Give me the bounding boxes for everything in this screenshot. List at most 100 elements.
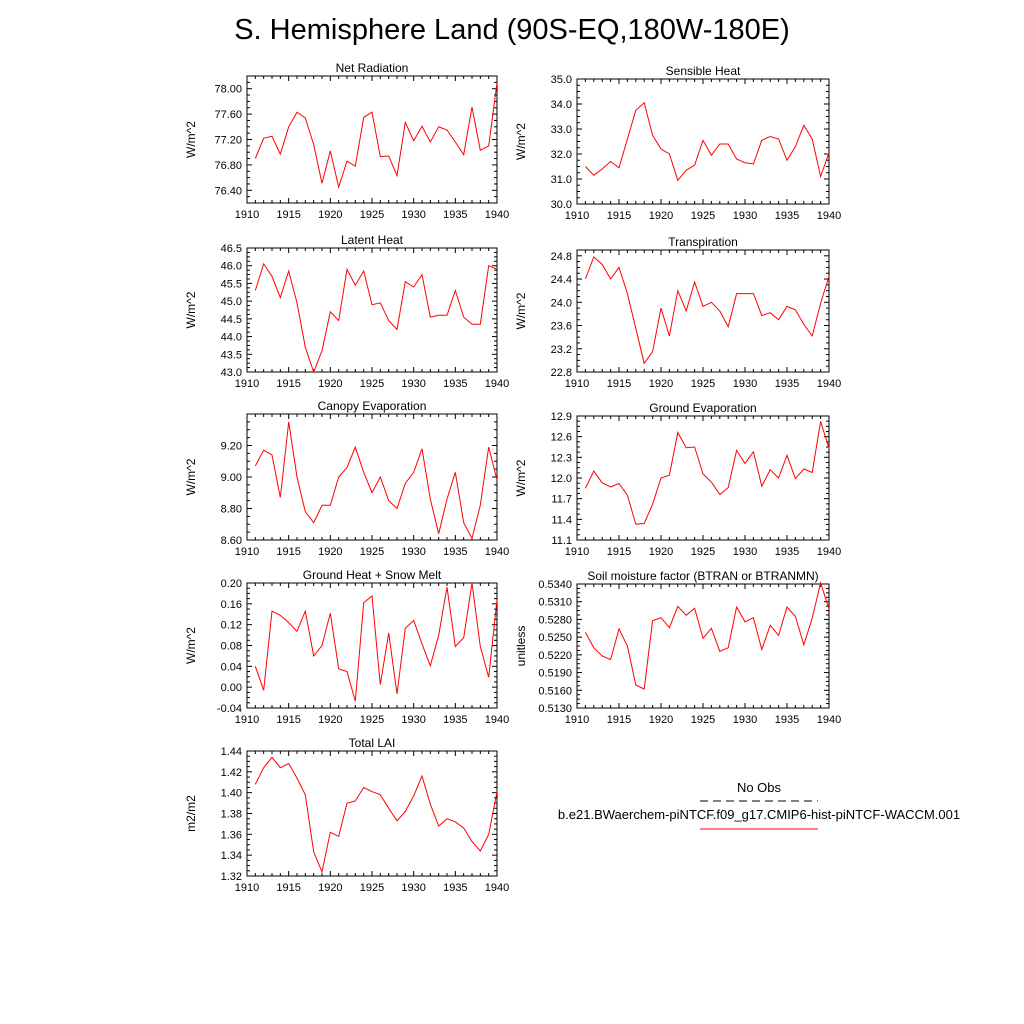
panel-2-ylabel: W/m^2 <box>514 123 528 160</box>
panel-4-xtick-label: 1920 <box>649 378 673 390</box>
panel-9-ytick-label: 1.38 <box>221 809 242 821</box>
panel-6-xtick-label: 1915 <box>607 546 631 558</box>
panel-3-ylabel: W/m^2 <box>184 291 198 328</box>
panel-5-xtick-label: 1925 <box>360 546 384 558</box>
panel-8-title: Soil moisture factor (BTRAN or BTRANMN) <box>587 569 818 583</box>
panel-9-xtick-label: 1910 <box>235 882 259 894</box>
panel-3-xtick-label: 1940 <box>485 378 509 390</box>
panel-3-title: Latent Heat <box>341 233 404 247</box>
panel-8-ytick-label: 0.5160 <box>538 685 572 697</box>
panel-6-xtick-label: 1925 <box>691 546 715 558</box>
panel-9-ytick-label: 1.44 <box>221 746 242 758</box>
panel-4-ytick-label: 24.4 <box>551 274 572 286</box>
panel-5-xtick-label: 1915 <box>276 546 300 558</box>
panel-1-ytick-label: 76.80 <box>214 160 242 172</box>
panel-7-ytick-label: 0.08 <box>221 641 242 653</box>
panel-5-ytick-label: 9.00 <box>221 472 242 484</box>
panel-3-ytick-label: 44.5 <box>221 314 242 326</box>
panel-9-xtick-label: 1935 <box>443 882 467 894</box>
panel-1-xtick-label: 1935 <box>443 209 467 221</box>
panel-7-ytick-label: 0.12 <box>221 620 242 632</box>
panel-2-xtick-label: 1935 <box>775 210 799 222</box>
panel-9-title: Total LAI <box>349 736 396 750</box>
panel-1-ytick-label: 77.60 <box>214 109 242 121</box>
panel-7-ytick-label: 0.16 <box>221 599 242 611</box>
panel-2-xtick-label: 1910 <box>565 210 589 222</box>
panel-7-ytick-label: 0.00 <box>221 682 242 694</box>
panel-3-xtick-label: 1930 <box>401 378 425 390</box>
panel-5-ytick-label: 8.80 <box>221 504 242 516</box>
panel-7-xtick-label: 1930 <box>401 714 425 726</box>
panel-1-ylabel: W/m^2 <box>184 121 198 158</box>
panel-2-title: Sensible Heat <box>666 64 741 78</box>
panel-7-series-line <box>254 582 498 702</box>
panel-4-xtick-label: 1930 <box>733 378 757 390</box>
panel-3-xtick-label: 1925 <box>360 378 384 390</box>
panel-2-ytick-label: 35.0 <box>551 74 572 86</box>
panel-8-ytick-label: 0.5280 <box>538 614 572 626</box>
panel-1-xtick-label: 1920 <box>318 209 342 221</box>
panel-1-ytick-label: 76.40 <box>214 185 242 197</box>
panel-4-ytick-label: 24.0 <box>551 297 572 309</box>
panel-4-ytick-label: 23.6 <box>551 321 572 333</box>
panel-5-xtick-label: 1920 <box>318 546 342 558</box>
panel-2-xtick-label: 1925 <box>691 210 715 222</box>
panel-5-ytick-label: 8.60 <box>221 535 242 547</box>
panel-5-xtick-label: 1910 <box>235 546 259 558</box>
panel-4-xtick-label: 1915 <box>607 378 631 390</box>
panel-6-series-line <box>584 421 830 525</box>
panel-6-ytick-label: 12.0 <box>551 473 572 485</box>
panel-8-series-line <box>584 580 830 690</box>
panel-2-ytick-label: 34.0 <box>551 99 572 111</box>
panel-3-ytick-label: 46.0 <box>221 261 242 273</box>
panel-7-ytick-label: -0.04 <box>217 703 242 715</box>
panel-1-ytick-label: 78.00 <box>214 84 242 96</box>
panel-4-xtick-label: 1910 <box>565 378 589 390</box>
panel-9-xtick-label: 1940 <box>485 882 509 894</box>
panel-2-xtick-label: 1930 <box>733 210 757 222</box>
panel-5-xtick-label: 1940 <box>485 546 509 558</box>
panel-6-ytick-label: 12.3 <box>551 452 572 464</box>
panel-1-xtick-label: 1915 <box>276 209 300 221</box>
panel-1-series-line <box>254 82 498 189</box>
panel-8-xtick-label: 1925 <box>691 714 715 726</box>
panel-3-ytick-label: 43.5 <box>221 349 242 361</box>
panel-9-xtick-label: 1920 <box>318 882 342 894</box>
panel-7-xtick-label: 1910 <box>235 714 259 726</box>
panel-5-frame <box>246 413 498 541</box>
panel-7-xtick-label: 1925 <box>360 714 384 726</box>
panel-8-ytick-label: 0.5310 <box>538 597 572 609</box>
panel-3-xtick-label: 1915 <box>276 378 300 390</box>
panel-6-xtick-label: 1910 <box>565 546 589 558</box>
panel-6-xtick-label: 1920 <box>649 546 673 558</box>
panel-3-xtick-label: 1910 <box>235 378 259 390</box>
panel-6-ytick-label: 11.4 <box>551 514 572 526</box>
panel-8-ylabel: unitless <box>514 626 528 667</box>
panel-3-frame <box>246 247 498 373</box>
panel-7-xtick-label: 1940 <box>485 714 509 726</box>
panel-3-ytick-label: 45.0 <box>221 296 242 308</box>
panel-4-frame <box>576 249 830 373</box>
panel-4-ytick-label: 24.8 <box>551 251 572 263</box>
panel-1-ytick-label: 77.20 <box>214 135 242 147</box>
panel-2-xtick-label: 1915 <box>607 210 631 222</box>
figure-title: S. Hemisphere Land (90S-EQ,180W-180E) <box>234 14 790 46</box>
panel-4-series-line <box>584 256 830 365</box>
panel-9-xtick-label: 1925 <box>360 882 384 894</box>
panel-7-ytick-label: 0.20 <box>221 578 242 590</box>
panel-8-xtick-label: 1935 <box>775 714 799 726</box>
panel-8-xtick-label: 1930 <box>733 714 757 726</box>
panel-9-ytick-label: 1.34 <box>221 850 242 862</box>
panel-5-ytick-label: 9.20 <box>221 441 242 453</box>
panel-3-xtick-label: 1920 <box>318 378 342 390</box>
panel-6-xtick-label: 1940 <box>817 546 841 558</box>
panel-4-xtick-label: 1935 <box>775 378 799 390</box>
panel-3-ytick-label: 43.0 <box>221 367 242 379</box>
panel-6-ylabel: W/m^2 <box>514 459 528 496</box>
panel-2-ytick-label: 30.0 <box>551 199 572 211</box>
panel-6-title: Ground Evaporation <box>649 401 756 415</box>
panel-8-ytick-label: 0.5340 <box>538 579 572 591</box>
panel-7-ytick-label: 0.04 <box>221 661 242 673</box>
panel-8-ytick-label: 0.5250 <box>538 632 572 644</box>
